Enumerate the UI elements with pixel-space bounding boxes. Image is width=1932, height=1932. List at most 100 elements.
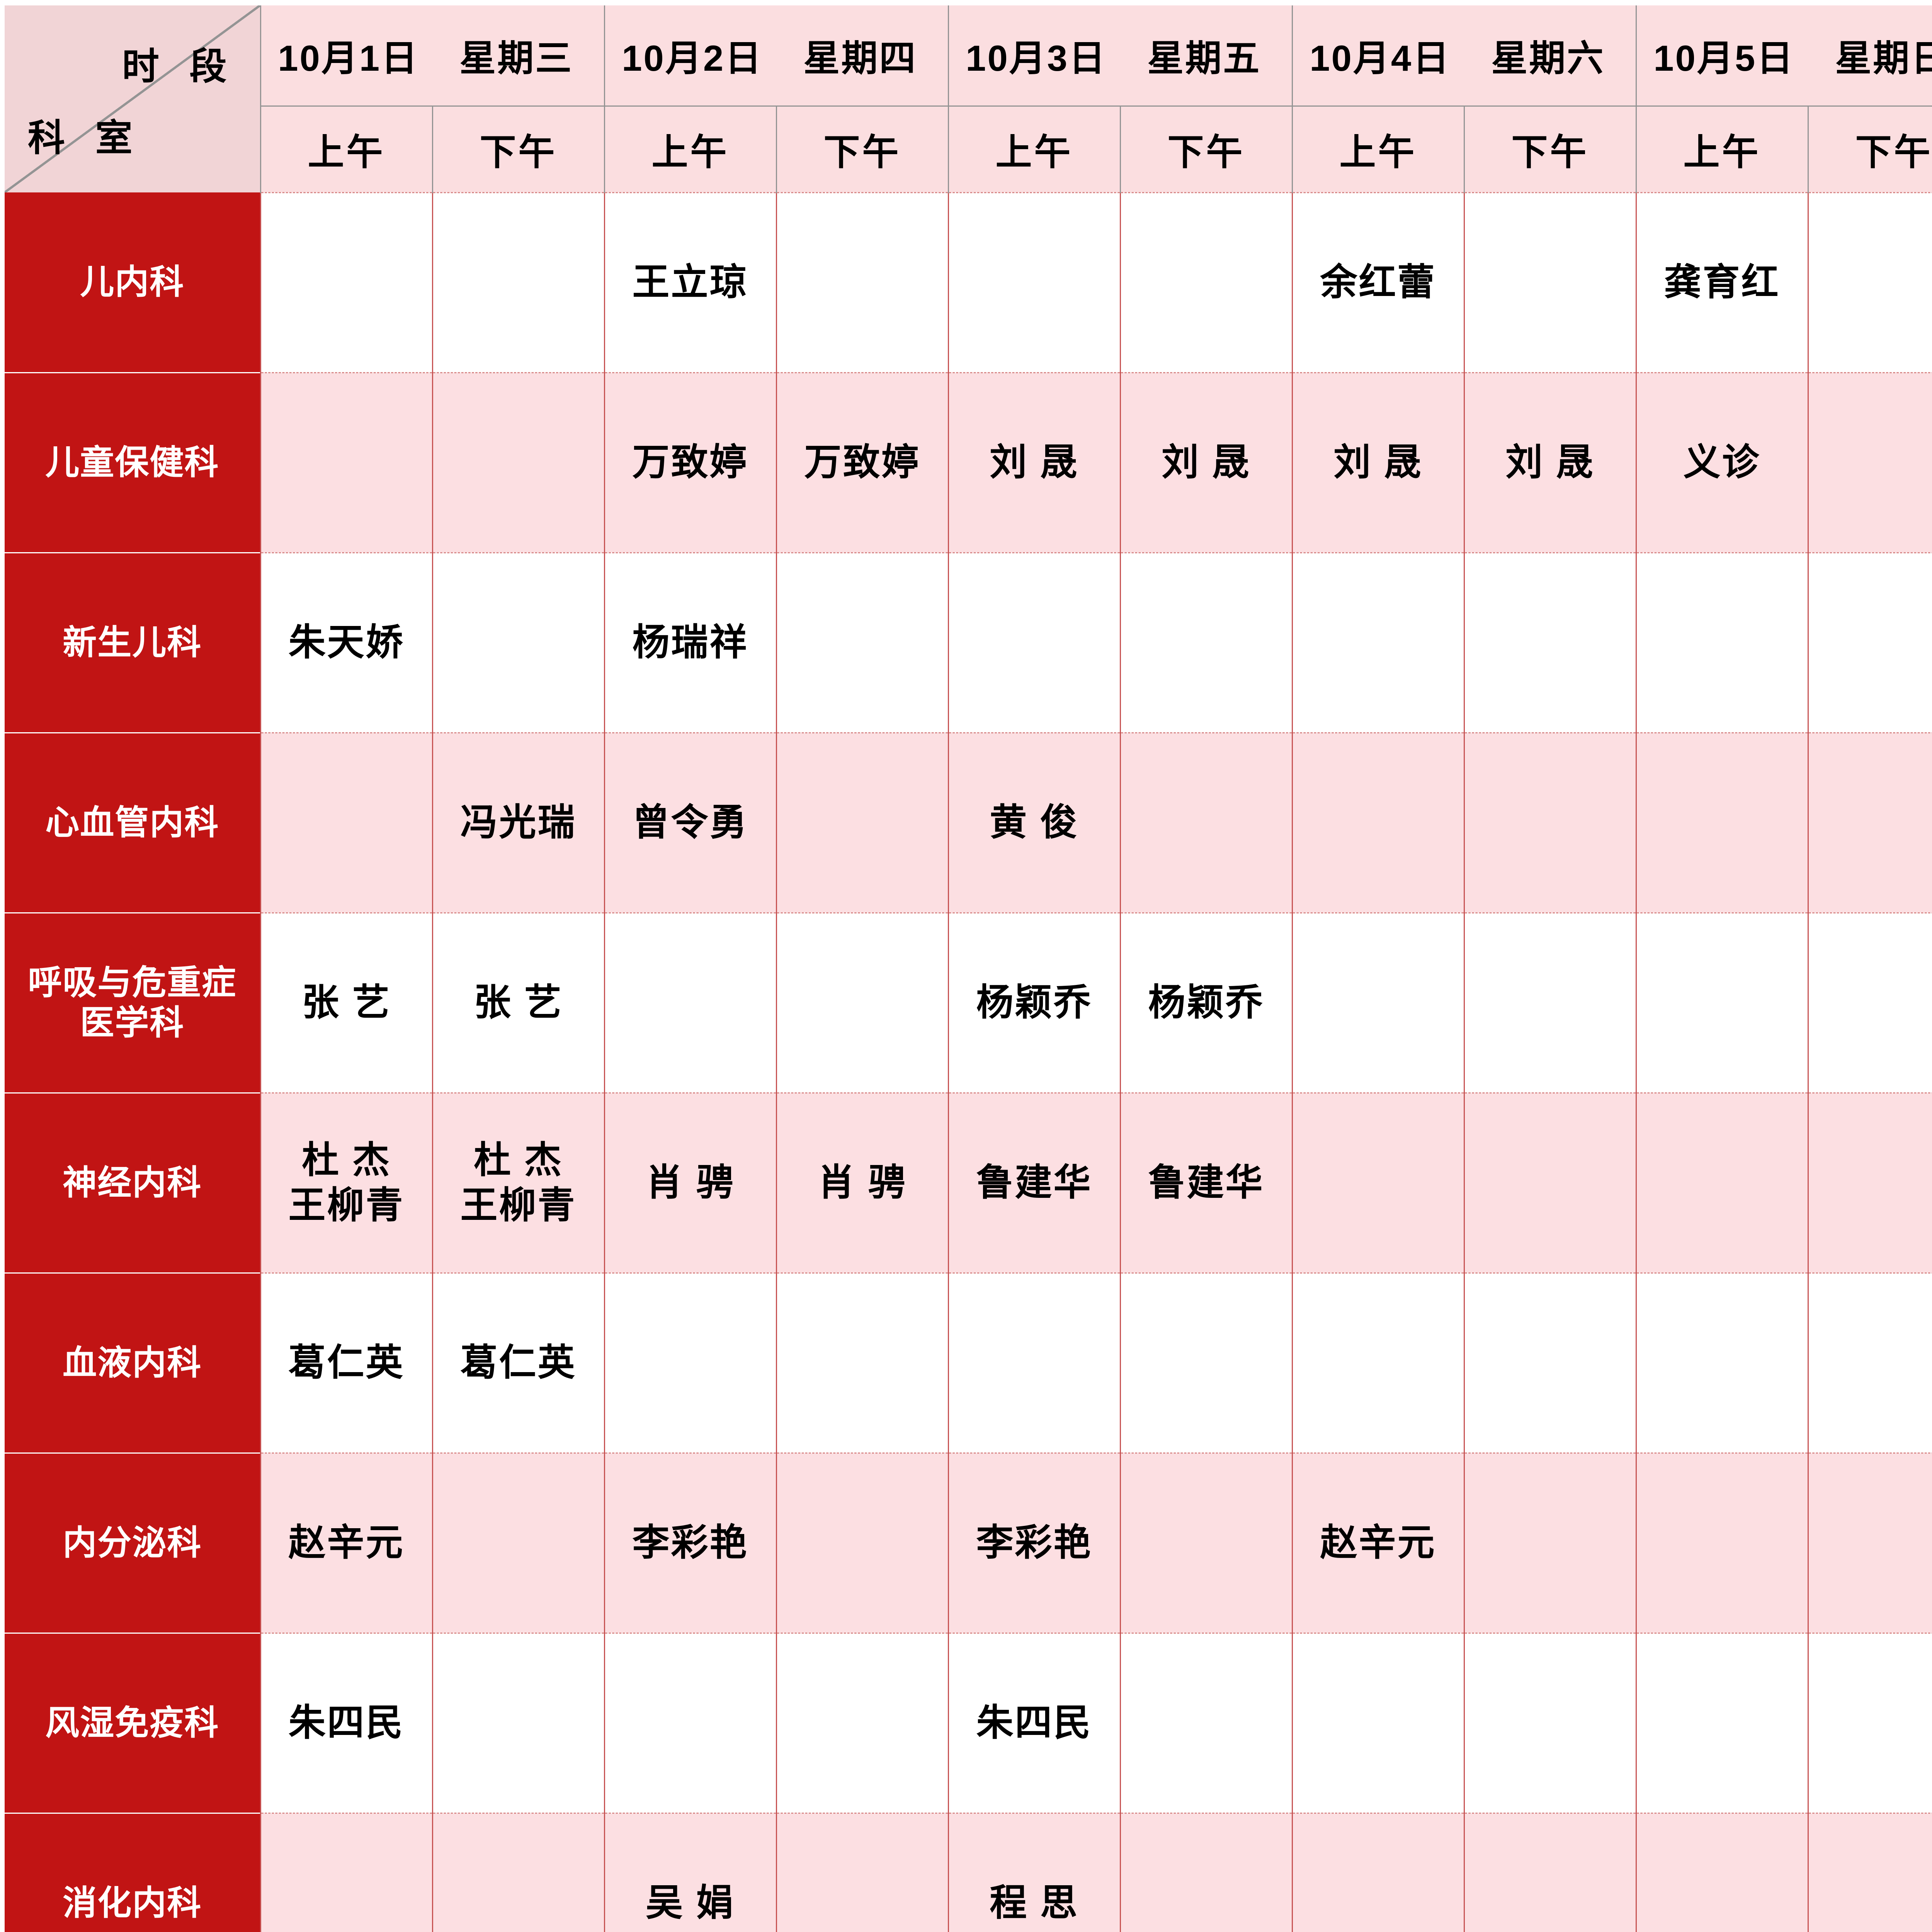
table-row: 新生儿科朱天娇杨瑞祥王 钟黄玮玲朱天娇	[5, 552, 1932, 733]
schedule-cell	[604, 912, 777, 1093]
schedule-cell	[1119, 1812, 1293, 1932]
session-header-am: 上午	[604, 105, 777, 192]
date-header-cell: 10月5日星期日	[1635, 5, 1932, 106]
date-header-cell: 10月4日 星期六	[1291, 5, 1636, 106]
schedule-cell: 朱天娇	[260, 552, 432, 733]
schedule-cell: 龚育红	[1635, 192, 1808, 372]
session-header-pm: 下午	[1807, 105, 1932, 192]
table-row: 风湿免疫科朱四民朱四民朱四民朱四民	[5, 1632, 1932, 1813]
schedule-cell: 肖 骋	[604, 1092, 777, 1273]
outpatient-schedule-table: 时 段科 室 10月1日 星期三 10月2日 星期四 10月3日 星期五 10月4日 星期六 10…	[5, 5, 1932, 1932]
schedule-cell	[1807, 732, 1932, 913]
schedule-table: 时 段科 室 10月1日 星期三 10月2日 星期四 10月3日 星期五 10月4日 星期六 10…	[5, 5, 1932, 1932]
table-row: 儿内科王立琼余红蕾龚育红黄 娟赵开明	[5, 192, 1932, 372]
schedule-cell	[1635, 1632, 1808, 1813]
corner-label-department: 科 室	[28, 117, 143, 159]
department-cell: 消化内科	[5, 1812, 260, 1932]
date-header-cell: 10月1日 星期三	[260, 5, 605, 106]
table-row: 内分泌科赵辛元李彩艳李彩艳赵辛元林凤平林凤平李彩艳	[5, 1452, 1932, 1633]
schedule-cell	[947, 192, 1121, 372]
schedule-cell: 余红蕾	[1291, 192, 1464, 372]
schedule-cell	[1807, 372, 1932, 553]
department-cell: 风湿免疫科	[5, 1632, 260, 1813]
session-header-pm: 下午	[776, 105, 949, 192]
schedule-cell	[604, 1272, 777, 1453]
schedule-cell	[1463, 1092, 1636, 1273]
corner-label-period: 时 段	[122, 46, 237, 87]
schedule-cell: 葛仁英	[432, 1272, 605, 1453]
schedule-cell	[1635, 1812, 1808, 1932]
schedule-cell	[1807, 1812, 1932, 1932]
schedule-cell	[1635, 1452, 1808, 1633]
schedule-cell	[1463, 912, 1636, 1093]
schedule-cell	[1291, 1812, 1464, 1932]
schedule-cell	[1463, 192, 1636, 372]
schedule-cell	[1635, 912, 1808, 1093]
schedule-cell: 鲁建华	[1119, 1092, 1293, 1273]
schedule-cell: 义诊	[1635, 372, 1808, 553]
department-cell: 儿童保健科	[5, 372, 260, 553]
corner-header-cell: 时 段科 室	[5, 5, 260, 192]
schedule-cell	[432, 192, 605, 372]
session-header-am: 上午	[947, 105, 1121, 192]
weekday-label: 星期五	[1147, 38, 1261, 79]
date-header-cell: 10月3日 星期五	[947, 5, 1293, 106]
session-header-pm: 下午	[1119, 105, 1293, 192]
schedule-cell: 刘 晟	[1119, 372, 1293, 553]
schedule-cell	[1463, 552, 1636, 733]
date-label: 10月4日	[1310, 38, 1451, 79]
schedule-cell: 肖 骋	[776, 1092, 949, 1273]
schedule-cell	[1635, 732, 1808, 913]
schedule-cell	[1635, 1092, 1808, 1273]
session-header-pm: 下午	[1463, 105, 1636, 192]
schedule-cell	[1291, 1632, 1464, 1813]
schedule-cell: 葛仁英	[260, 1272, 432, 1453]
schedule-cell: 赵辛元	[1291, 1452, 1464, 1633]
schedule-cell: 赵辛元	[260, 1452, 432, 1633]
schedule-cell	[1119, 1632, 1293, 1813]
schedule-cell	[1463, 1812, 1636, 1932]
schedule-cell: 黄 俊	[947, 732, 1121, 913]
department-cell: 儿内科	[5, 192, 260, 372]
schedule-cell	[1463, 1272, 1636, 1453]
schedule-cell	[1119, 1272, 1293, 1453]
schedule-cell: 王立琼	[604, 192, 777, 372]
schedule-cell	[1807, 1092, 1932, 1273]
date-label: 10月3日	[966, 38, 1107, 79]
schedule-cell	[1463, 1452, 1636, 1633]
schedule-cell: 朱四民	[947, 1632, 1121, 1813]
schedule-cell: 张 艺	[260, 912, 432, 1093]
schedule-cell	[776, 912, 949, 1093]
schedule-cell	[1807, 1272, 1932, 1453]
schedule-cell	[1807, 192, 1932, 372]
schedule-cell	[432, 552, 605, 733]
session-header-am: 上午	[1291, 105, 1464, 192]
department-cell: 呼吸与危重症 医学科	[5, 912, 260, 1093]
schedule-cell	[604, 1632, 777, 1813]
schedule-cell	[1119, 1452, 1293, 1633]
schedule-cell: 鲁建华	[947, 1092, 1121, 1273]
schedule-cell	[1291, 912, 1464, 1093]
schedule-cell	[776, 1452, 949, 1633]
schedule-cell	[776, 732, 949, 913]
table-row: 血液内科葛仁英葛仁英葛仁英葛仁英	[5, 1272, 1932, 1453]
schedule-cell	[1291, 1272, 1464, 1453]
schedule-cell	[1291, 1092, 1464, 1273]
schedule-cell: 李彩艳	[604, 1452, 777, 1633]
schedule-cell	[1291, 552, 1464, 733]
date-label: 10月1日	[278, 38, 419, 79]
schedule-cell	[776, 552, 949, 733]
schedule-cell: 杨颖乔	[1119, 912, 1293, 1093]
schedule-cell	[776, 1812, 949, 1932]
schedule-cell	[1807, 552, 1932, 733]
schedule-cell: 杨颖乔	[947, 912, 1121, 1093]
schedule-cell	[1463, 1632, 1636, 1813]
schedule-cell	[1635, 552, 1808, 733]
weekday-label: 星期三	[459, 38, 573, 79]
schedule-cell: 万致婷	[604, 372, 777, 553]
session-header-pm: 下午	[432, 105, 605, 192]
